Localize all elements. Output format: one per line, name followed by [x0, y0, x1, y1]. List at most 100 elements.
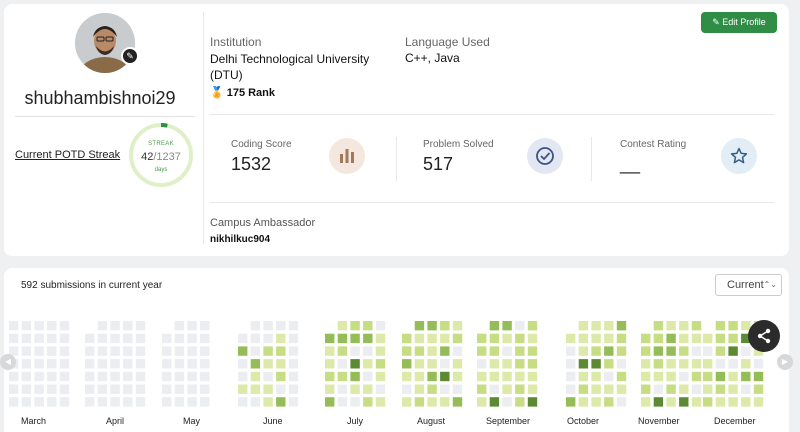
heatmap-cell[interactable] [515, 397, 525, 407]
heatmap-cell[interactable] [591, 346, 601, 356]
heatmap-cell[interactable] [666, 321, 676, 331]
heatmap-cell[interactable] [135, 371, 146, 382]
heatmap-cell[interactable] [123, 333, 133, 344]
heatmap-cell[interactable] [666, 397, 676, 407]
heatmap-cell[interactable] [502, 359, 512, 369]
heatmap-cell[interactable] [276, 321, 286, 331]
heatmap-cell[interactable] [440, 397, 450, 407]
heatmap-cell[interactable] [363, 397, 373, 407]
heatmap-cell[interactable] [402, 384, 412, 394]
heatmap-cell[interactable] [616, 384, 627, 394]
heatmap-cell[interactable] [123, 371, 133, 382]
heatmap-cell[interactable] [47, 333, 57, 344]
heatmap-cell[interactable] [653, 359, 664, 369]
heatmap-cell[interactable] [110, 333, 120, 344]
heatmap-cell[interactable] [691, 384, 702, 394]
heatmap-cell[interactable] [162, 371, 172, 382]
heatmap-cell[interactable] [135, 359, 146, 369]
heatmap-cell[interactable] [85, 359, 95, 369]
heatmap-cell[interactable] [414, 346, 425, 356]
heatmap-cell[interactable] [728, 346, 738, 356]
heatmap-cell[interactable] [566, 333, 576, 344]
heatmap-cell[interactable] [162, 384, 172, 394]
heatmap-cell[interactable] [591, 371, 601, 382]
heatmap-cell[interactable] [616, 321, 627, 331]
heatmap-cell[interactable] [59, 371, 70, 382]
heatmap-cell[interactable] [200, 321, 210, 331]
heatmap-cell[interactable] [741, 397, 751, 407]
heatmap-cell[interactable] [375, 397, 386, 407]
heatmap-cell[interactable] [363, 346, 373, 356]
heatmap-cell[interactable] [728, 359, 738, 369]
heatmap-cell[interactable] [9, 333, 19, 344]
heatmap-cell[interactable] [679, 397, 689, 407]
heatmap-cell[interactable] [427, 397, 437, 407]
heatmap-cell[interactable] [477, 371, 487, 382]
heatmap-cell[interactable] [703, 371, 713, 382]
heatmap-cell[interactable] [263, 397, 273, 407]
heatmap-cell[interactable] [402, 346, 412, 356]
heatmap-cell[interactable] [363, 384, 373, 394]
heatmap-cell[interactable] [604, 397, 614, 407]
heatmap-cell[interactable] [515, 346, 525, 356]
heatmap-cell[interactable] [34, 346, 44, 356]
heatmap-cell[interactable] [641, 359, 651, 369]
heatmap-cell[interactable] [666, 371, 676, 382]
heatmap-cell[interactable] [691, 321, 702, 331]
heatmap-cell[interactable] [363, 321, 373, 331]
heatmap-cell[interactable] [110, 384, 120, 394]
heatmap-cell[interactable] [527, 397, 538, 407]
heatmap-cell[interactable] [200, 346, 210, 356]
heatmap-cell[interactable] [604, 359, 614, 369]
heatmap-cell[interactable] [427, 321, 437, 331]
heatmap-cell[interactable] [653, 321, 664, 331]
heatmap-cell[interactable] [666, 333, 676, 344]
heatmap-cell[interactable] [604, 384, 614, 394]
heatmap-cell[interactable] [238, 371, 248, 382]
heatmap-cell[interactable] [703, 359, 713, 369]
heatmap-cell[interactable] [325, 333, 335, 344]
heatmap-cell[interactable] [691, 333, 702, 344]
heatmap-cell[interactable] [703, 346, 713, 356]
heatmap-cell[interactable] [350, 371, 360, 382]
heatmap-cell[interactable] [47, 346, 57, 356]
heatmap-cell[interactable] [200, 359, 210, 369]
heatmap-cell[interactable] [402, 397, 412, 407]
heatmap-cell[interactable] [47, 371, 57, 382]
heatmap-cell[interactable] [741, 321, 751, 331]
heatmap-cell[interactable] [187, 371, 197, 382]
heatmap-cell[interactable] [604, 346, 614, 356]
heatmap-cell[interactable] [653, 384, 664, 394]
heatmap-cell[interactable] [47, 359, 57, 369]
heatmap-cell[interactable] [452, 359, 463, 369]
heatmap-cell[interactable] [123, 321, 133, 331]
heatmap-cell[interactable] [402, 333, 412, 344]
heatmap-cell[interactable] [477, 346, 487, 356]
heatmap-cell[interactable] [641, 397, 651, 407]
heatmap-cell[interactable] [691, 346, 702, 356]
heatmap-cell[interactable] [375, 371, 386, 382]
heatmap-cell[interactable] [97, 371, 108, 382]
heatmap-cell[interactable] [250, 333, 261, 344]
heatmap-cell[interactable] [110, 321, 120, 331]
heatmap-cell[interactable] [350, 346, 360, 356]
heatmap-cell[interactable] [162, 397, 172, 407]
heatmap-cell[interactable] [591, 397, 601, 407]
heatmap-cell[interactable] [350, 359, 360, 369]
heatmap-cell[interactable] [276, 333, 286, 344]
heatmap-cell[interactable] [427, 371, 437, 382]
heatmap-cell[interactable] [288, 371, 299, 382]
heatmap-cell[interactable] [21, 359, 32, 369]
heatmap-cell[interactable] [363, 333, 373, 344]
heatmap-cell[interactable] [741, 371, 751, 382]
heatmap-cell[interactable] [414, 333, 425, 344]
heatmap-cell[interactable] [337, 359, 348, 369]
heatmap-cell[interactable] [47, 397, 57, 407]
heatmap-cell[interactable] [363, 359, 373, 369]
heatmap-cell[interactable] [135, 384, 146, 394]
heatmap-cell[interactable] [250, 371, 261, 382]
heatmap-cell[interactable] [715, 359, 726, 369]
heatmap-cell[interactable] [527, 359, 538, 369]
heatmap-cell[interactable] [250, 321, 261, 331]
heatmap-cell[interactable] [616, 371, 627, 382]
